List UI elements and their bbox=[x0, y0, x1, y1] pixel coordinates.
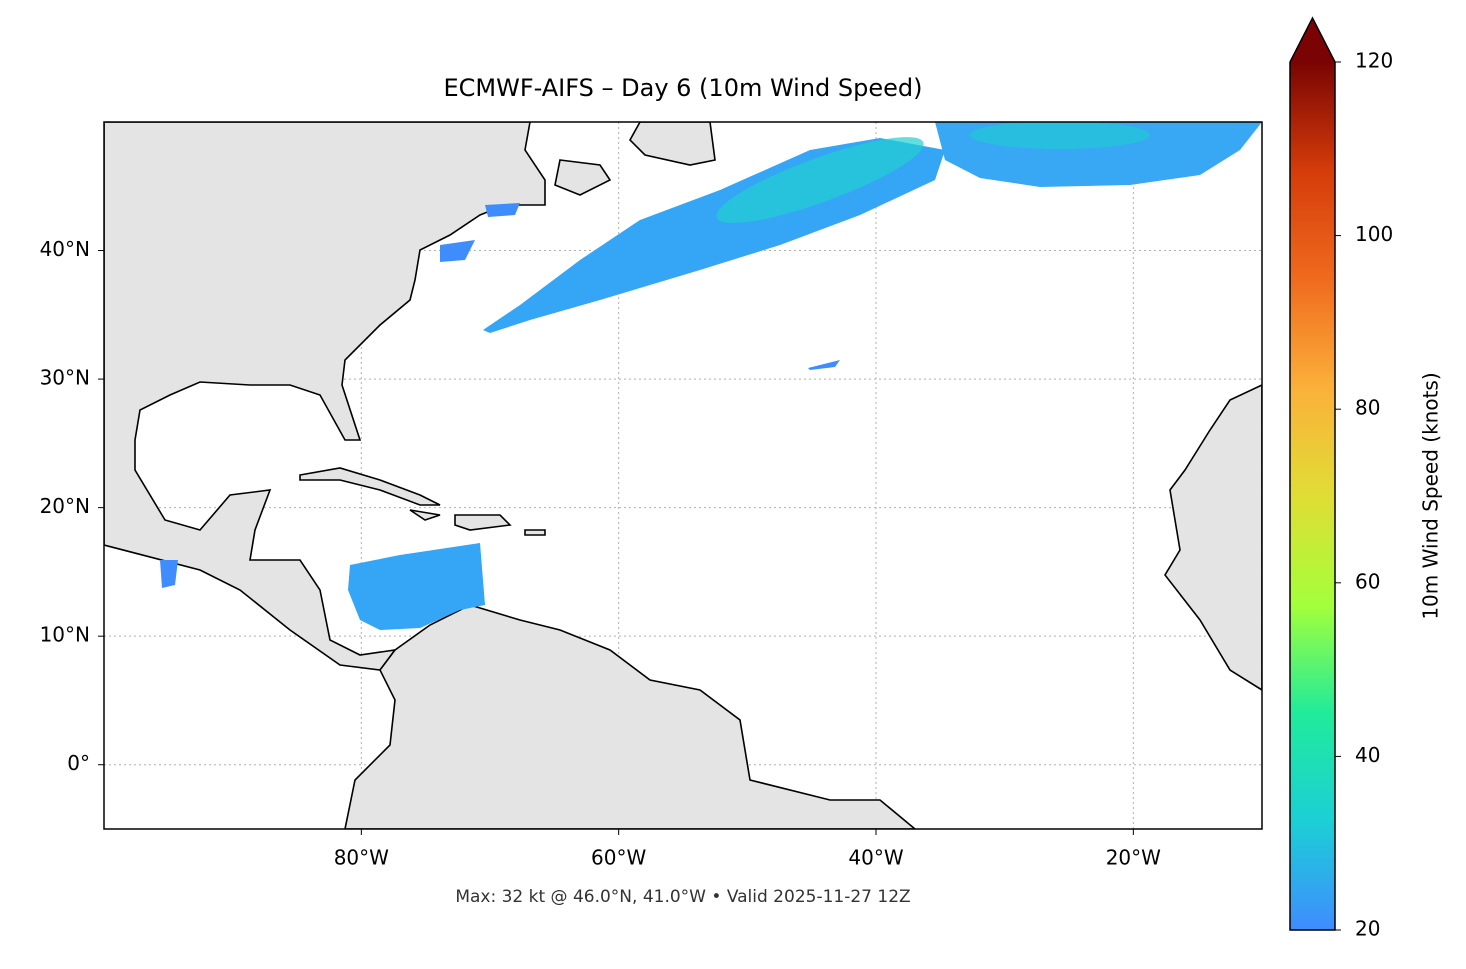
south-america bbox=[344, 604, 917, 829]
colorbar bbox=[1290, 62, 1335, 930]
y-tick-label: 10°N bbox=[40, 623, 90, 647]
cuba bbox=[299, 467, 441, 506]
y-tick-label: 30°N bbox=[40, 366, 90, 390]
wind-field bbox=[716, 137, 924, 223]
x-tick-label: 40°W bbox=[848, 846, 903, 870]
colorbar-label: 10m Wind Speed (knots) bbox=[1419, 372, 1443, 619]
y-tick-label: 0° bbox=[67, 751, 90, 775]
colorbar-tick-label: 100 bbox=[1355, 222, 1393, 246]
jamaica bbox=[409, 509, 441, 521]
colorbar-tick-label: 40 bbox=[1355, 743, 1380, 767]
x-tick-label: 20°W bbox=[1106, 846, 1161, 870]
hispaniola bbox=[454, 514, 512, 531]
colorbar-outline bbox=[1289, 16, 1336, 931]
x-tick-label: 60°W bbox=[591, 846, 646, 870]
annotation: Max: 32 kt @ 46.0°N, 41.0°W • Valid 2025… bbox=[455, 887, 910, 907]
y-tick-label: 20°N bbox=[40, 494, 90, 518]
y-tick-label: 40°N bbox=[40, 237, 90, 261]
colorbar-tick-label: 80 bbox=[1355, 396, 1380, 420]
newfoundland bbox=[554, 159, 612, 196]
colorbar-tick-label: 120 bbox=[1355, 49, 1393, 73]
greenland-tip bbox=[629, 122, 716, 166]
wind-field bbox=[348, 543, 485, 630]
africa bbox=[1164, 384, 1262, 691]
colorbar-tick-label: 60 bbox=[1355, 569, 1380, 593]
map-area bbox=[104, 122, 1262, 829]
puerto-rico bbox=[524, 529, 546, 536]
wind-field bbox=[970, 122, 1150, 149]
colorbar-tick-label: 20 bbox=[1355, 917, 1380, 941]
axes-frame bbox=[103, 121, 1263, 830]
colorbar-extension bbox=[1290, 18, 1335, 62]
chart-title: ECMWF-AIFS – Day 6 (10m Wind Speed) bbox=[443, 74, 922, 102]
x-tick-label: 80°W bbox=[334, 846, 389, 870]
grid bbox=[104, 122, 1262, 829]
